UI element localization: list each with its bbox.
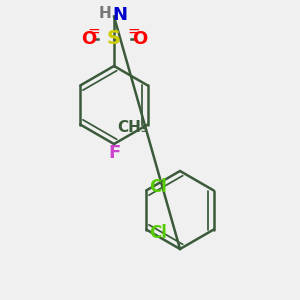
- Text: O: O: [81, 30, 96, 48]
- Text: CH₃: CH₃: [118, 120, 148, 135]
- Text: N: N: [112, 6, 128, 24]
- Text: Cl: Cl: [149, 178, 167, 196]
- Text: F: F: [108, 144, 120, 162]
- Text: =: =: [87, 24, 100, 39]
- Text: Cl: Cl: [149, 224, 167, 242]
- Text: =: =: [127, 24, 140, 39]
- Text: S: S: [107, 29, 121, 49]
- Text: H: H: [99, 6, 111, 21]
- Text: O: O: [132, 30, 147, 48]
